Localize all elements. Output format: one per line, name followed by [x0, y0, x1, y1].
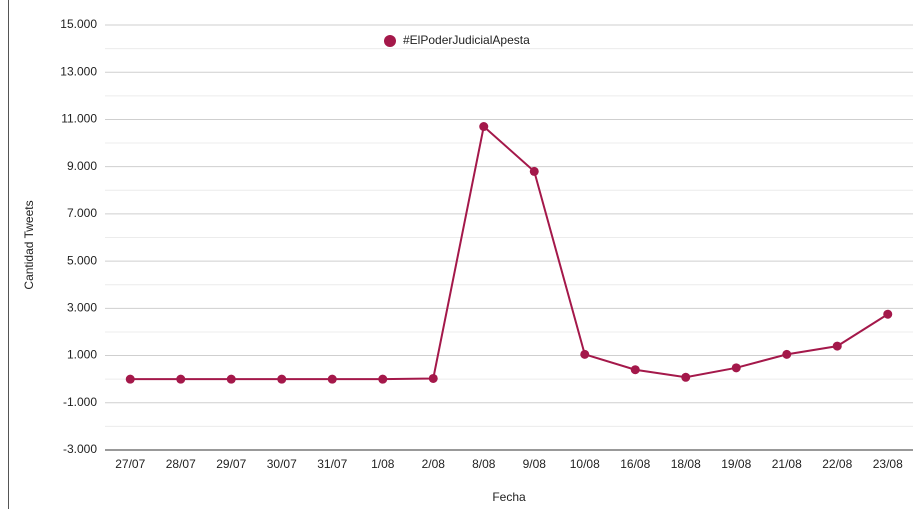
x-tick-label: 28/07 — [166, 457, 196, 471]
y-tick-label: 9.000 — [67, 159, 97, 173]
x-tick-label: 8/08 — [472, 457, 496, 471]
data-point — [378, 374, 388, 384]
y-tick-label: 15.000 — [60, 17, 97, 31]
x-tick-label: 21/08 — [772, 457, 802, 471]
y-tick-label: -1.000 — [63, 395, 97, 409]
series-line — [130, 124, 889, 381]
x-axis-label: Fecha — [492, 490, 526, 504]
legend-label: #ElPoderJudicialApesta — [403, 33, 530, 47]
x-tick-label: 23/08 — [873, 457, 903, 471]
legend-marker — [384, 35, 396, 47]
data-point — [479, 122, 489, 132]
data-point — [832, 341, 842, 351]
y-tick-label: 7.000 — [67, 206, 97, 220]
data-point — [125, 374, 135, 384]
x-tick-label: 18/08 — [671, 457, 701, 471]
data-point — [176, 374, 186, 384]
y-tick-label: 5.000 — [67, 253, 97, 267]
data-point — [277, 374, 287, 384]
x-tick-label: 19/08 — [721, 457, 751, 471]
x-tick-label: 31/07 — [317, 457, 347, 471]
data-point — [681, 372, 691, 382]
data-point — [428, 373, 438, 383]
data-point — [630, 365, 640, 375]
y-tick-label: 11.000 — [61, 112, 97, 126]
data-point — [529, 166, 539, 176]
x-tick-label: 10/08 — [570, 457, 600, 471]
x-tick-label: 30/07 — [267, 457, 297, 471]
x-tick-label: 9/08 — [523, 457, 547, 471]
y-tick-label: -3.000 — [63, 442, 97, 456]
x-tick-label: 16/08 — [620, 457, 650, 471]
y-axis-label: Cantidad Tweets — [22, 200, 36, 289]
y-tick-label: 1.000 — [67, 348, 97, 362]
data-point — [782, 349, 792, 359]
data-point — [883, 309, 893, 319]
data-point — [580, 349, 590, 359]
y-tick-label: 13.000 — [60, 64, 97, 78]
x-tick-label: 2/08 — [422, 457, 446, 471]
x-tick-label: 1/08 — [371, 457, 395, 471]
x-tick-label: 27/07 — [115, 457, 145, 471]
x-tick-label: 29/07 — [216, 457, 246, 471]
y-tick-label: 3.000 — [67, 301, 97, 315]
data-point — [327, 374, 337, 384]
data-point — [226, 374, 236, 384]
data-point — [731, 363, 741, 373]
x-tick-label: 22/08 — [822, 457, 852, 471]
